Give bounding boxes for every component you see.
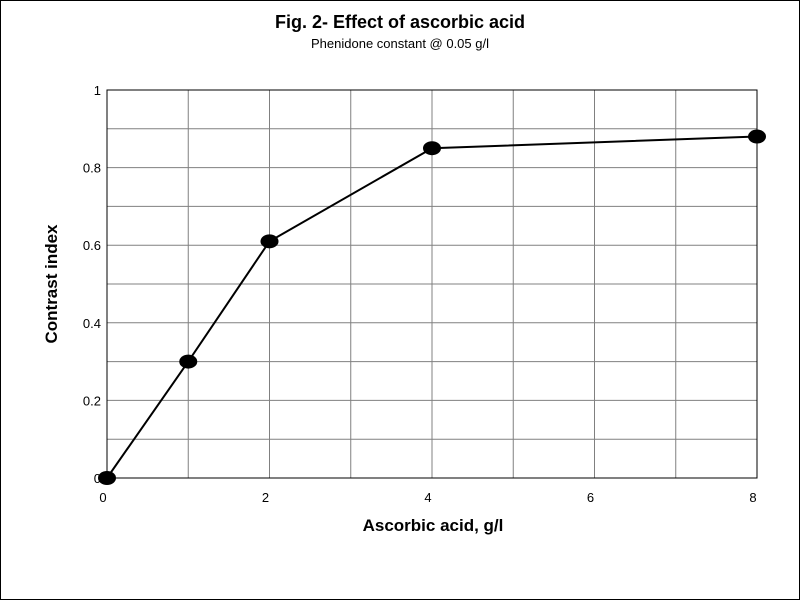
marker-layer bbox=[98, 129, 766, 485]
x-axis-title: Ascorbic acid, g/l bbox=[363, 516, 504, 535]
data-point bbox=[260, 234, 279, 249]
data-point bbox=[98, 471, 116, 485]
chart-title: Fig. 2- Effect of ascorbic acid bbox=[274, 12, 526, 32]
data-point bbox=[748, 129, 766, 144]
y-tick-label: 1 bbox=[94, 83, 101, 98]
y-tick-label: 0.4 bbox=[83, 316, 101, 331]
data-point bbox=[179, 354, 198, 369]
y-tick-label: 0 bbox=[94, 471, 101, 486]
x-tick-label: 8 bbox=[749, 490, 756, 505]
x-tick-label: 4 bbox=[424, 490, 431, 505]
y-tick-label: 0.6 bbox=[83, 238, 101, 253]
plot-border bbox=[106, 89, 758, 479]
chart-subtitle: Phenidone constant @ 0.05 g/l bbox=[311, 36, 489, 51]
data-point bbox=[423, 141, 441, 156]
y-tick-label: 0.2 bbox=[83, 393, 101, 408]
tick-layer: 0 2 4 6 8 0 0.2 0.4 0.6 0.8 1 bbox=[83, 83, 757, 505]
x-tick-label: 6 bbox=[587, 490, 594, 505]
x-tick-label: 2 bbox=[262, 490, 269, 505]
grid-layer bbox=[107, 90, 757, 478]
y-tick-label: 0.8 bbox=[83, 161, 101, 176]
y-axis-title: Contrast index bbox=[42, 224, 61, 344]
x-tick-label: 0 bbox=[99, 490, 106, 505]
